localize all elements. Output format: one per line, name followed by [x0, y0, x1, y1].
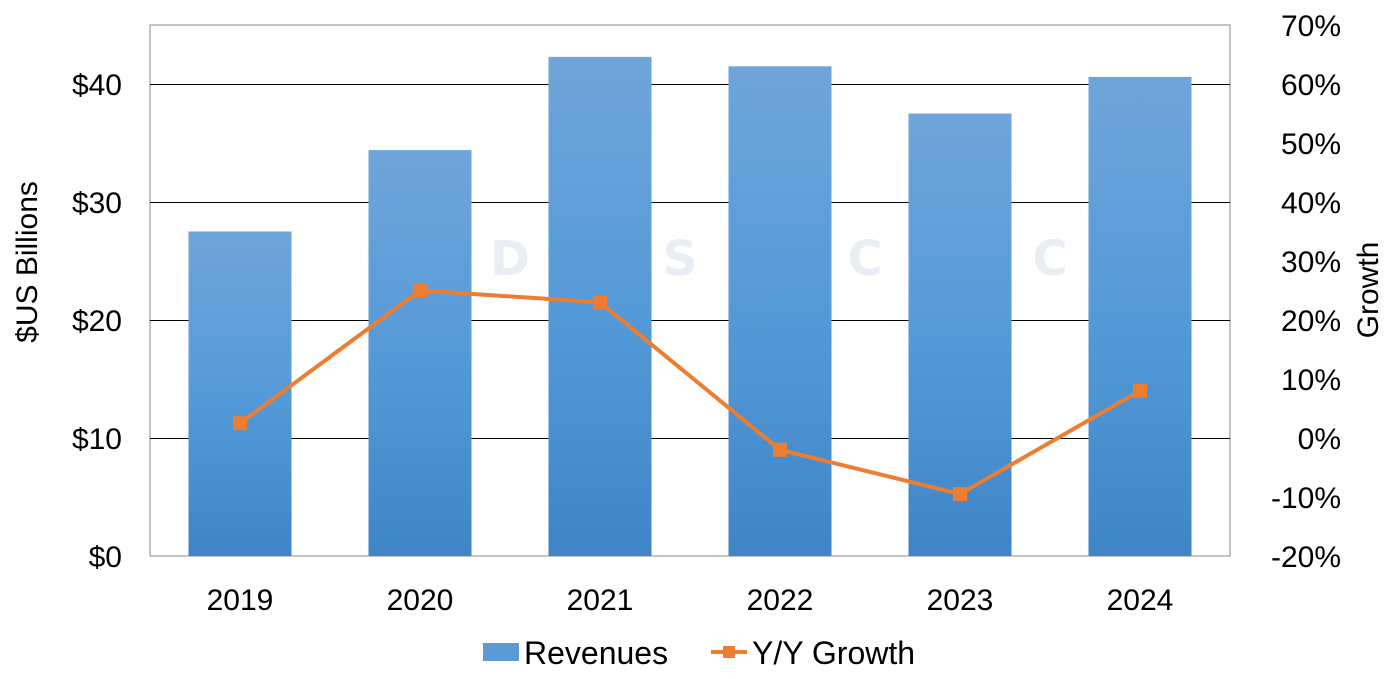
y2-tick-label: 70%	[1281, 10, 1341, 43]
x-tick-label: 2021	[567, 584, 634, 617]
watermark-letter: D	[490, 231, 530, 287]
y-tick-label: $10	[72, 423, 122, 456]
bar-2023	[908, 113, 1012, 556]
y-axis-title: $US Billions	[11, 181, 44, 343]
y2-tick-label: 50%	[1281, 128, 1341, 161]
y-tick-label: $40	[72, 69, 122, 102]
bar-series	[188, 56, 1192, 557]
x-tick-label: 2020	[387, 584, 454, 617]
growth-marker-2020	[413, 283, 427, 298]
y-tick-label: $30	[72, 187, 122, 220]
y2-tick-label: 30%	[1281, 246, 1341, 279]
watermark-letter: S	[663, 231, 698, 287]
y2-tick-label: -20%	[1271, 541, 1341, 574]
y2-axis-title: Growth	[1352, 242, 1385, 339]
y-axis-left: $0 $10 $20 $30 $40	[72, 69, 122, 574]
growth-marker-2019	[233, 416, 247, 431]
growth-marker-2021	[593, 295, 607, 310]
y2-tick-label: -10%	[1271, 482, 1341, 515]
y2-tick-label: 0%	[1298, 423, 1341, 456]
bar-2019	[188, 231, 292, 556]
bar-2020	[368, 150, 472, 556]
legend: Revenues Y/Y Growth	[483, 635, 915, 671]
x-axis: 2019 2020 2021 2022 2023 2024	[207, 584, 1174, 617]
y-axis-right: -20% -10% 0% 10% 20% 30% 40% 50% 60% 70%	[1271, 10, 1341, 574]
x-tick-label: 2022	[747, 584, 814, 617]
y2-tick-label: 10%	[1281, 364, 1341, 397]
growth-marker-2023	[953, 487, 967, 502]
watermark-letter: C	[1032, 231, 1067, 287]
x-tick-label: 2019	[207, 584, 274, 617]
plot-area	[149, 24, 1231, 557]
legend-revenues-swatch	[483, 643, 519, 661]
legend-growth-marker	[723, 646, 735, 658]
bar-2024	[1088, 76, 1192, 557]
y-tick-label: $20	[72, 305, 122, 338]
growth-line	[238, 288, 1141, 497]
gridlines	[150, 84, 1230, 439]
line-series	[233, 283, 1147, 502]
x-tick-label: 2024	[1107, 584, 1174, 617]
legend-revenues-label: Revenues	[524, 635, 668, 671]
y2-tick-label: 20%	[1281, 305, 1341, 338]
legend-growth-label: Y/Y Growth	[752, 635, 915, 671]
y2-tick-label: 60%	[1281, 69, 1341, 102]
y2-tick-label: 40%	[1281, 187, 1341, 220]
growth-marker-2024	[1133, 383, 1147, 398]
x-tick-label: 2023	[927, 584, 994, 617]
growth-marker-2022	[773, 442, 787, 457]
y-tick-label: $0	[89, 541, 122, 574]
bar-2022	[728, 66, 832, 557]
watermark-letter: C	[847, 231, 882, 287]
